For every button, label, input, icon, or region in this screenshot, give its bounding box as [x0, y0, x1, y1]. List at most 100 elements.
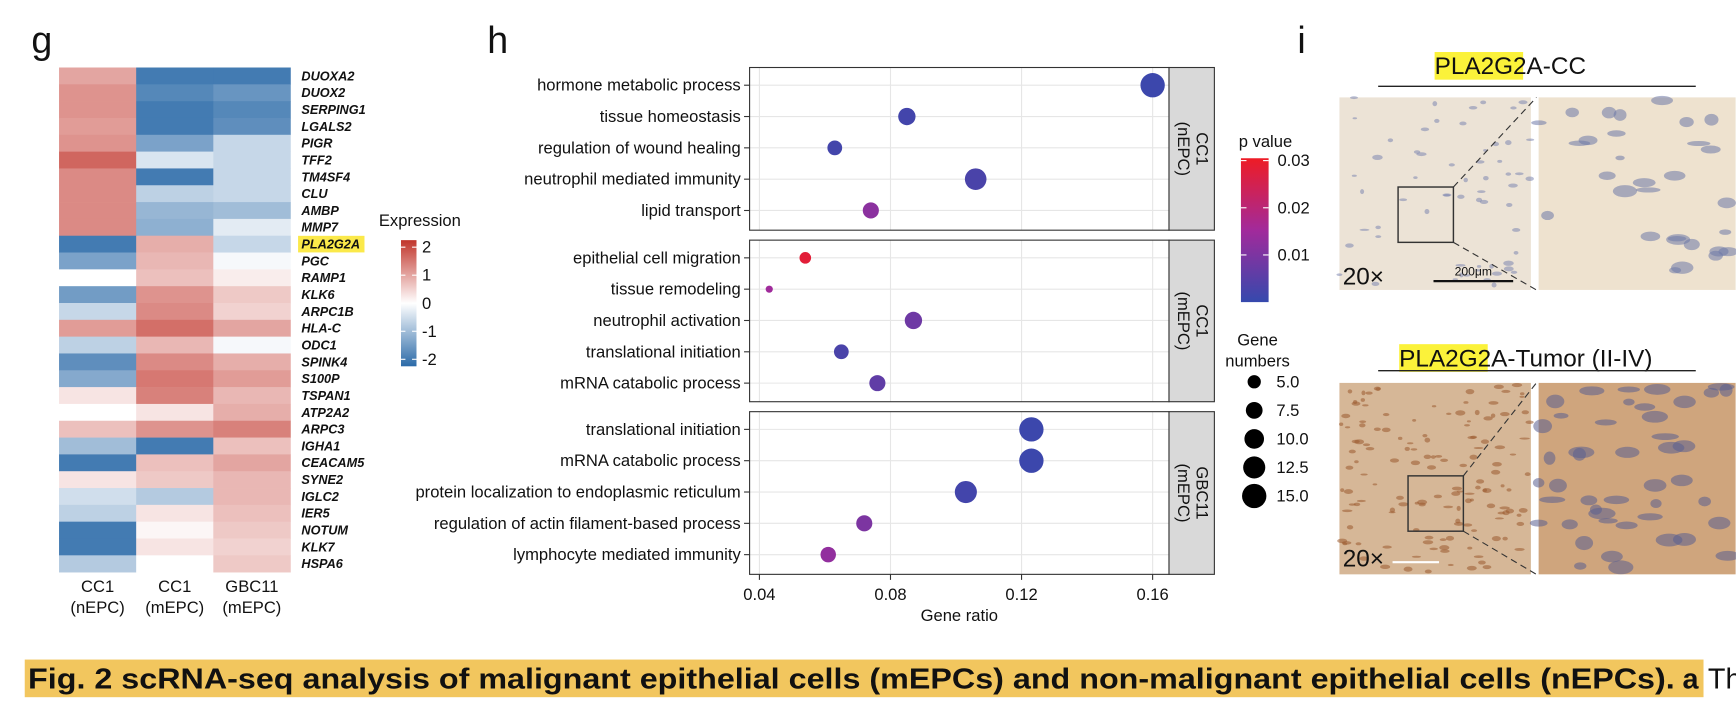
row-label: ARPC1B — [300, 304, 353, 319]
nucleus — [1467, 546, 1473, 550]
magnification: 20× — [1343, 263, 1384, 290]
nucleus — [1345, 465, 1354, 470]
nucleus — [1382, 413, 1390, 417]
nucleus — [1341, 413, 1351, 419]
nucleus — [1413, 176, 1418, 179]
nucleus — [1456, 490, 1464, 493]
row-label: IGLC2 — [301, 489, 338, 504]
nucleus — [1491, 535, 1501, 542]
nucleus — [1533, 419, 1553, 434]
y-tick-label: protein localization to endoplasmic reti… — [415, 483, 740, 502]
heatmap-cell — [213, 538, 291, 556]
nucleus — [1491, 469, 1501, 475]
nucleus — [1361, 390, 1366, 396]
dot — [1140, 73, 1165, 98]
heatmap-cell — [59, 235, 137, 253]
nucleus — [1553, 412, 1569, 419]
nucleus — [1519, 392, 1525, 396]
legend-title: numbers — [1225, 351, 1290, 370]
nucleus — [1410, 448, 1418, 451]
heatmap-cell — [213, 521, 291, 539]
nucleus — [1346, 525, 1354, 530]
nucleus — [1719, 229, 1732, 235]
nucleus — [1429, 547, 1438, 551]
nucleus — [1635, 187, 1661, 193]
heatmap-cell — [136, 286, 214, 304]
row-label: CLU — [301, 186, 328, 201]
nucleus — [1549, 478, 1567, 493]
nucleus — [1466, 420, 1471, 423]
nucleus — [1503, 260, 1514, 266]
heatmap-cell — [213, 555, 291, 573]
row-label: DUOX2 — [301, 85, 345, 100]
row-label: TM4SF4 — [301, 169, 350, 184]
nucleus — [1474, 409, 1480, 416]
nucleus — [1612, 185, 1637, 198]
nucleus — [1473, 447, 1484, 450]
nucleus — [1490, 413, 1496, 418]
nucleus — [1601, 550, 1623, 563]
nucleus — [1380, 564, 1391, 570]
nucleus — [1381, 427, 1391, 433]
nucleus — [1431, 405, 1437, 408]
nucleus — [1424, 209, 1430, 215]
nucleus — [1362, 404, 1369, 407]
nucleus — [1420, 127, 1430, 132]
nucleus — [1561, 519, 1578, 530]
nucleus — [1412, 418, 1417, 422]
nucleus — [1667, 235, 1687, 242]
nucleus — [1524, 472, 1531, 477]
heatmap-cell — [136, 302, 214, 321]
magnification: 20× — [1343, 546, 1384, 573]
nucleus — [1508, 183, 1518, 188]
heatmap-cell — [136, 117, 214, 136]
nucleus — [1359, 556, 1369, 561]
heatmap-cell — [59, 454, 137, 472]
nucleus — [1471, 529, 1478, 533]
nucleus — [1519, 437, 1530, 440]
colorbar — [1240, 158, 1269, 303]
nucleus — [1482, 488, 1492, 493]
zoom-line — [1462, 382, 1537, 477]
dot — [1019, 417, 1044, 442]
nucleus — [1615, 155, 1625, 161]
nucleus — [1670, 474, 1693, 487]
heatmap-cell — [59, 101, 137, 119]
colorbar-label: 0 — [422, 294, 431, 313]
nucleus — [1403, 566, 1413, 572]
row-label: IGHA1 — [301, 438, 340, 453]
nucleus — [1457, 194, 1465, 199]
heatmap-cell — [136, 252, 214, 270]
heatmap-cell — [136, 202, 214, 220]
nucleus — [1494, 517, 1504, 520]
nucleus — [1351, 439, 1360, 444]
heatmap-cell — [136, 151, 214, 169]
row-label: TSPAN1 — [301, 388, 350, 403]
nucleus — [1464, 492, 1475, 495]
y-tick-label: neutrophil mediated immunity — [524, 170, 741, 189]
nucleus — [1500, 484, 1505, 488]
row-label: TFF2 — [301, 152, 331, 167]
nucleus — [1469, 454, 1478, 460]
nucleus — [1424, 535, 1434, 540]
y-tick-label: tissue remodeling — [611, 280, 741, 299]
heatmap-cell — [59, 67, 137, 85]
heatmap-cell — [136, 218, 214, 237]
dot — [904, 311, 923, 330]
heatmap-cell — [213, 202, 291, 220]
row-label: LGALS2 — [301, 119, 351, 134]
heatmap-cell — [136, 67, 214, 85]
size-key-label: 12.5 — [1276, 458, 1308, 477]
nucleus — [1698, 496, 1711, 507]
heatmap-cell — [59, 319, 137, 337]
facet-strip — [1168, 411, 1215, 575]
nucleus — [1345, 243, 1354, 248]
nucleus — [1459, 463, 1468, 468]
nucleus — [1396, 495, 1404, 500]
column-label: CC1 — [158, 577, 191, 596]
legend-title: p value — [1239, 132, 1292, 151]
heatmap-cell — [59, 134, 137, 152]
heatmap-cell — [59, 252, 137, 270]
size-key-label: 7.5 — [1276, 401, 1299, 420]
